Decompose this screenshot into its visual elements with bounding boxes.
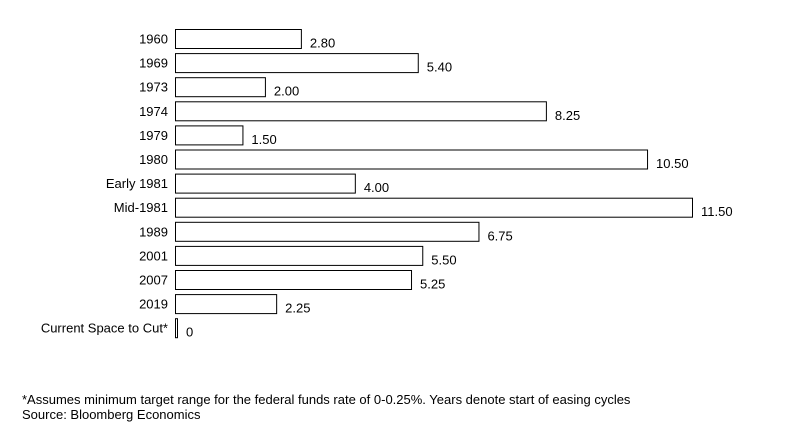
category-label: 1973 (139, 80, 168, 95)
bar (175, 173, 356, 194)
bar (175, 245, 424, 266)
bars-group: 1960 2.80 1969 5.40 1973 2.00 1974 8.25 1979 1.50… (41, 29, 733, 340)
bar (175, 197, 693, 218)
bar (175, 77, 266, 98)
bar (175, 221, 480, 242)
bar (175, 101, 547, 122)
value-label: 10.50 (656, 156, 689, 171)
category-label: 2001 (139, 248, 168, 263)
value-label: 0 (186, 325, 193, 340)
value-label: 5.40 (427, 60, 452, 75)
category-label: 1980 (139, 152, 168, 167)
bar (175, 294, 278, 315)
category-label: 2007 (139, 273, 168, 288)
value-label: 11.50 (701, 204, 733, 219)
source-note: Source: Bloomberg Economics (22, 407, 201, 422)
footnote: *Assumes minimum target range for the fe… (22, 392, 631, 407)
value-label: 2.00 (274, 84, 299, 99)
value-label: 1.50 (251, 132, 276, 147)
category-label: 2019 (139, 297, 168, 312)
category-label: 1979 (139, 128, 168, 143)
bar (175, 270, 413, 290)
bar-chart: 1960 2.80 1969 5.40 1973 2.00 1974 8.25 1979 1.50… (41, 29, 733, 340)
bar (175, 125, 244, 146)
bar (175, 29, 302, 49)
category-label: Early 1981 (106, 176, 168, 191)
category-label: 1960 (139, 32, 168, 47)
value-label: 2.25 (285, 301, 310, 316)
category-label: 1989 (139, 224, 168, 239)
value-label: 2.80 (310, 36, 335, 51)
category-label: 1974 (139, 104, 168, 119)
category-label: Current Space to Cut* (41, 321, 168, 336)
bar (175, 149, 649, 170)
value-label: 5.25 (420, 277, 445, 292)
category-label: Mid-1981 (114, 200, 168, 215)
bar (175, 53, 419, 74)
category-label: 1969 (139, 56, 168, 71)
value-label: 8.25 (555, 108, 580, 123)
value-label: 5.50 (431, 252, 456, 267)
value-label: 4.00 (364, 180, 389, 195)
value-label: 6.75 (487, 228, 512, 243)
bar (175, 318, 178, 339)
